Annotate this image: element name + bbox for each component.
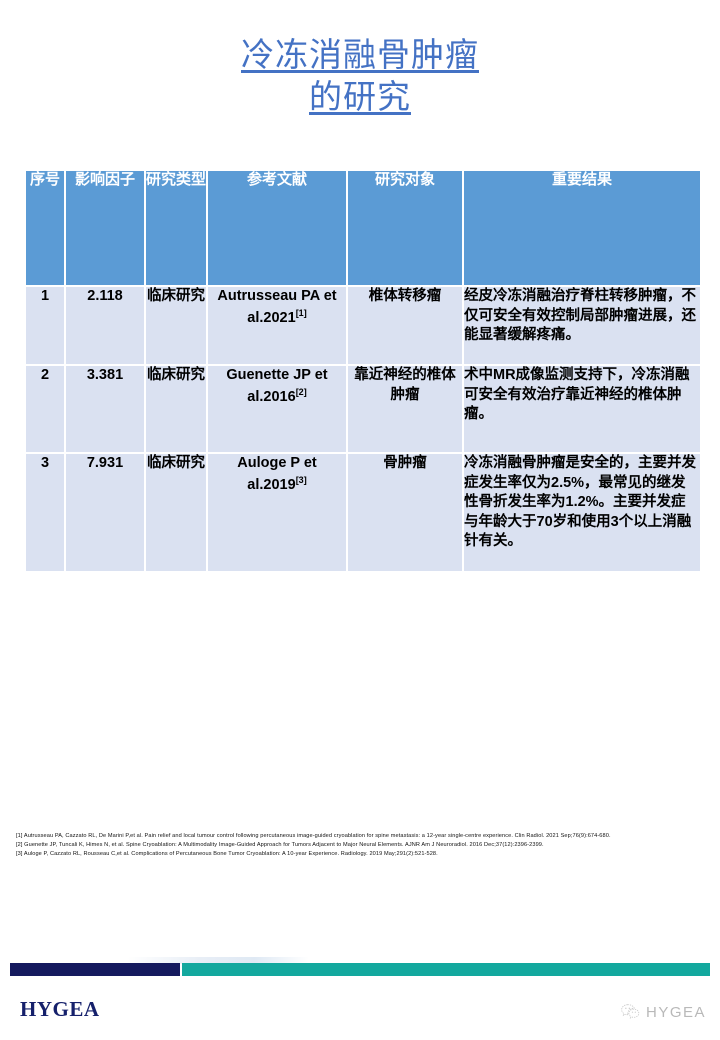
footer-bar-navy bbox=[10, 963, 180, 976]
table-row: 3 7.931 临床研究 Auloge P et al.2019[3] 骨肿瘤 … bbox=[26, 454, 700, 571]
cell-subject: 椎体转移瘤 bbox=[348, 287, 462, 364]
cell-impact-factor: 2.118 bbox=[66, 287, 144, 364]
reference-item-3: [3] Auloge P, Cazzato RL, Rousseau C,et … bbox=[16, 850, 438, 857]
cell-reference: Autrusseau PA et al.2021[1] bbox=[208, 287, 346, 364]
footer-decoration-bars bbox=[0, 957, 720, 979]
column-header-study-type: 研究类型 bbox=[146, 171, 206, 285]
cell-no: 3 bbox=[26, 454, 64, 571]
page-title-line-1: 冷冻消融骨肿瘤 bbox=[241, 36, 479, 73]
cell-reference-superscript: [2] bbox=[295, 386, 307, 397]
footer-bar-teal bbox=[182, 963, 710, 976]
footer-brand-left: HYGEA bbox=[20, 997, 100, 1021]
references-list: [1] Autrusseau PA, Cazzato RL, De Marini… bbox=[16, 832, 710, 858]
cell-reference-text: Autrusseau PA et al.2021 bbox=[217, 288, 337, 326]
cell-reference-text: Auloge P et al.2019 bbox=[237, 455, 317, 493]
cell-study-type: 临床研究 bbox=[146, 366, 206, 452]
cell-impact-factor: 7.931 bbox=[66, 454, 144, 571]
cell-no: 2 bbox=[26, 366, 64, 452]
cell-study-type: 临床研究 bbox=[146, 287, 206, 364]
cell-result: 经皮冷冻消融治疗脊柱转移肿瘤，不仅可安全有效控制局部肿瘤进展，还能显著缓解疼痛。 bbox=[464, 287, 700, 364]
page-title: 冷冻消融骨肿瘤 的研究 bbox=[0, 0, 720, 118]
footer-brand-right: HYGEA bbox=[620, 1002, 706, 1022]
cell-impact-factor: 3.381 bbox=[66, 366, 144, 452]
column-header-impact-factor: 影响因子 bbox=[66, 171, 144, 285]
cell-result: 术中MR成像监测支持下，冷冻消融可安全有效治疗靠近神经的椎体肿瘤。 bbox=[464, 366, 700, 452]
cell-reference: Auloge P et al.2019[3] bbox=[208, 454, 346, 571]
cell-reference-superscript: [1] bbox=[295, 307, 307, 318]
table-header: 序号 影响因子 研究类型 参考文献 研究对象 重要结果 bbox=[26, 171, 700, 285]
cell-reference-text: Guenette JP et al.2016 bbox=[226, 367, 328, 405]
column-header-subject: 研究对象 bbox=[348, 171, 462, 285]
cell-reference-superscript: [3] bbox=[295, 474, 307, 485]
footer-fade-accent bbox=[128, 957, 308, 964]
table-header-row: 序号 影响因子 研究类型 参考文献 研究对象 重要结果 bbox=[26, 171, 700, 285]
cell-result: 冷冻消融骨肿瘤是安全的，主要并发症发生率仅为2.5%，最常见的继发性骨折发生率为… bbox=[464, 454, 700, 571]
cell-subject: 靠近神经的椎体肿瘤 bbox=[348, 366, 462, 452]
study-table-container: 序号 影响因子 研究类型 参考文献 研究对象 重要结果 1 2.118 临床研究… bbox=[24, 169, 700, 573]
table-body: 1 2.118 临床研究 Autrusseau PA et al.2021[1]… bbox=[26, 287, 700, 571]
reference-item-1: [1] Autrusseau PA, Cazzato RL, De Marini… bbox=[16, 833, 611, 839]
cell-no: 1 bbox=[26, 287, 64, 364]
column-header-no: 序号 bbox=[26, 171, 64, 285]
footer-brand-right-label: HYGEA bbox=[645, 1003, 706, 1021]
cell-reference: Guenette JP et al.2016[2] bbox=[208, 366, 346, 452]
reference-item-2: [2] Guenette JP, Tuncali K, Himes N, et … bbox=[16, 841, 544, 848]
table-row: 1 2.118 临床研究 Autrusseau PA et al.2021[1]… bbox=[26, 287, 700, 364]
column-header-result: 重要结果 bbox=[464, 171, 700, 285]
column-header-reference: 参考文献 bbox=[208, 171, 346, 285]
cell-subject: 骨肿瘤 bbox=[348, 454, 462, 571]
wechat-icon bbox=[620, 1002, 640, 1022]
page-title-line-2: 的研究 bbox=[309, 78, 411, 116]
study-table: 序号 影响因子 研究类型 参考文献 研究对象 重要结果 1 2.118 临床研究… bbox=[24, 169, 702, 573]
cell-study-type: 临床研究 bbox=[146, 454, 206, 571]
table-row: 2 3.381 临床研究 Guenette JP et al.2016[2] 靠… bbox=[26, 366, 700, 452]
